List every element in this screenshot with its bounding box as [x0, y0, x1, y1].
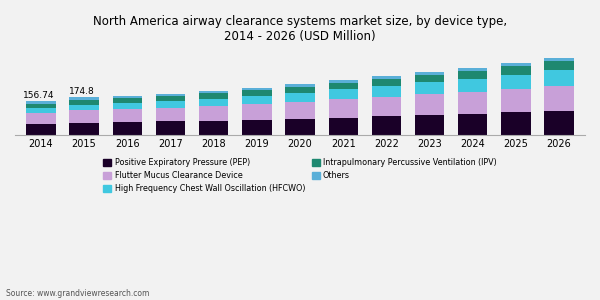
- Bar: [501, 66, 530, 75]
- Bar: [501, 75, 530, 89]
- Bar: [544, 70, 574, 86]
- Bar: [286, 93, 314, 102]
- Bar: [199, 91, 229, 94]
- Bar: [286, 84, 314, 87]
- Bar: [242, 96, 271, 104]
- Bar: [415, 72, 444, 75]
- Bar: [156, 96, 185, 101]
- Bar: [70, 104, 99, 110]
- Bar: [286, 102, 314, 119]
- Bar: [286, 119, 314, 135]
- Bar: [544, 111, 574, 135]
- Bar: [329, 80, 358, 83]
- Bar: [199, 94, 229, 99]
- Bar: [113, 109, 142, 122]
- Bar: [26, 113, 56, 124]
- Bar: [113, 96, 142, 98]
- Text: 156.74: 156.74: [23, 91, 55, 100]
- Bar: [242, 120, 271, 135]
- Bar: [242, 104, 271, 120]
- Bar: [199, 121, 229, 135]
- Bar: [113, 122, 142, 135]
- Bar: [458, 79, 487, 92]
- Bar: [70, 100, 99, 104]
- Bar: [501, 112, 530, 135]
- Bar: [458, 92, 487, 114]
- Bar: [242, 88, 271, 90]
- Bar: [156, 122, 185, 135]
- Bar: [113, 98, 142, 103]
- Bar: [199, 99, 229, 106]
- Title: North America airway clearance systems market size, by device type,
2014 - 2026 : North America airway clearance systems m…: [93, 15, 507, 43]
- Bar: [70, 110, 99, 123]
- Bar: [70, 123, 99, 135]
- Bar: [156, 101, 185, 108]
- Bar: [329, 89, 358, 99]
- Bar: [329, 118, 358, 135]
- Text: Source: www.grandviewresearch.com: Source: www.grandviewresearch.com: [6, 290, 149, 298]
- Bar: [458, 71, 487, 79]
- Bar: [501, 89, 530, 112]
- Bar: [113, 103, 142, 109]
- Legend: Positive Expiratory Pressure (PEP), Flutter Mucus Clearance Device, High Frequen: Positive Expiratory Pressure (PEP), Flut…: [103, 158, 497, 193]
- Bar: [501, 63, 530, 66]
- Bar: [544, 86, 574, 111]
- Text: 174.8: 174.8: [69, 87, 95, 96]
- Bar: [458, 114, 487, 135]
- Bar: [371, 97, 401, 116]
- Bar: [415, 115, 444, 135]
- Bar: [26, 124, 56, 135]
- Bar: [26, 108, 56, 113]
- Bar: [26, 104, 56, 108]
- Bar: [415, 94, 444, 115]
- Bar: [329, 83, 358, 89]
- Bar: [371, 79, 401, 86]
- Bar: [286, 87, 314, 93]
- Bar: [371, 116, 401, 135]
- Bar: [70, 97, 99, 100]
- Bar: [371, 86, 401, 97]
- Bar: [371, 76, 401, 79]
- Bar: [415, 82, 444, 94]
- Bar: [156, 108, 185, 122]
- Bar: [242, 90, 271, 96]
- Bar: [329, 99, 358, 118]
- Bar: [26, 101, 56, 104]
- Bar: [156, 94, 185, 96]
- Bar: [415, 75, 444, 82]
- Bar: [458, 68, 487, 71]
- Bar: [544, 58, 574, 61]
- Bar: [199, 106, 229, 121]
- Bar: [544, 61, 574, 70]
